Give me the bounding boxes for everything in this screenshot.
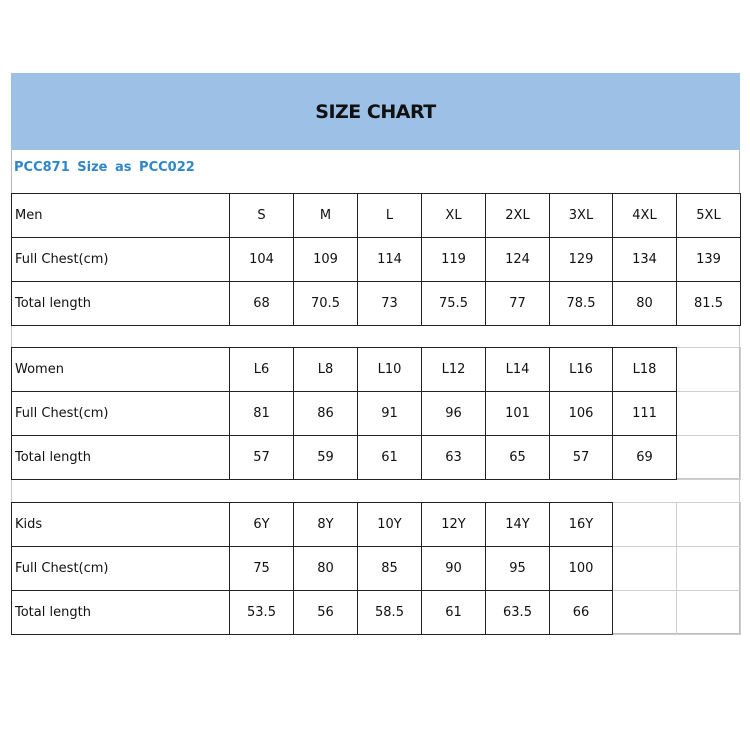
men-cell: 81.5: [676, 281, 741, 326]
kids-cell: 63.5: [485, 590, 550, 635]
empty-cell: [676, 502, 741, 547]
women-cell: L8: [293, 347, 358, 392]
women-cell: 57: [549, 435, 613, 480]
men-cell: 77: [485, 281, 550, 326]
kids-cell: 85: [357, 546, 422, 591]
men-cell: M: [293, 193, 358, 238]
kids-cell: 53.5: [229, 590, 294, 635]
women-cell: 59: [293, 435, 358, 480]
kids-cell: 58.5: [357, 590, 422, 635]
kids-row-label: Kids: [11, 502, 230, 547]
kids-cell: 61: [421, 590, 486, 635]
men-cell: 75.5: [421, 281, 486, 326]
empty-cell: [612, 546, 677, 591]
empty-cell: [612, 502, 677, 547]
men-row-label: Men: [11, 193, 230, 238]
men-cell: 70.5: [293, 281, 358, 326]
men-cell: 119: [421, 237, 486, 282]
kids-cell: 75: [229, 546, 294, 591]
women-cell: 111: [612, 391, 677, 436]
men-cell: 134: [612, 237, 677, 282]
men-cell: 124: [485, 237, 550, 282]
kids-cell: 90: [421, 546, 486, 591]
men-cell: 5XL: [676, 193, 741, 238]
women-cell: 57: [229, 435, 294, 480]
women-cell: L10: [357, 347, 422, 392]
women-cell: 96: [421, 391, 486, 436]
women-cell: 63: [421, 435, 486, 480]
empty-cell: [676, 435, 741, 480]
kids-cell: 95: [485, 546, 550, 591]
women-cell: 81: [229, 391, 294, 436]
women-cell: 106: [549, 391, 613, 436]
men-cell: L: [357, 193, 422, 238]
empty-cell: [676, 590, 741, 635]
women-cell: 61: [357, 435, 422, 480]
women-cell: L18: [612, 347, 677, 392]
men-cell: S: [229, 193, 294, 238]
kids-cell: 12Y: [421, 502, 486, 547]
men-cell: 109: [293, 237, 358, 282]
women-cell: L6: [229, 347, 294, 392]
kids-row-label: Full Chest(cm): [11, 546, 230, 591]
empty-cell: [676, 546, 741, 591]
kids-cell: 10Y: [357, 502, 422, 547]
kids-cell: 66: [549, 590, 613, 635]
women-cell: 91: [357, 391, 422, 436]
women-row-label: Women: [11, 347, 230, 392]
women-row-label: Total length: [11, 435, 230, 480]
women-row-label: Full Chest(cm): [11, 391, 230, 436]
kids-cell: 56: [293, 590, 358, 635]
kids-cell: 8Y: [293, 502, 358, 547]
women-cell: L12: [421, 347, 486, 392]
size-chart-title: SIZE CHART: [11, 73, 740, 150]
men-cell: 73: [357, 281, 422, 326]
size-chart-subtitle: PCC871 Size as PCC022: [14, 160, 195, 175]
empty-cell: [676, 391, 741, 436]
kids-cell: 16Y: [549, 502, 613, 547]
women-cell: 65: [485, 435, 550, 480]
spacer-row: [11, 478, 740, 503]
men-cell: 139: [676, 237, 741, 282]
kids-cell: 80: [293, 546, 358, 591]
kids-row-label: Total length: [11, 590, 230, 635]
men-cell: 68: [229, 281, 294, 326]
men-cell: XL: [421, 193, 486, 238]
kids-cell: 100: [549, 546, 613, 591]
kids-cell: 14Y: [485, 502, 550, 547]
men-cell: 104: [229, 237, 294, 282]
men-cell: 3XL: [549, 193, 613, 238]
men-cell: 78.5: [549, 281, 613, 326]
spacer-row: [11, 323, 740, 348]
women-cell: L14: [485, 347, 550, 392]
empty-cell: [612, 590, 677, 635]
women-cell: 69: [612, 435, 677, 480]
empty-cell: [676, 347, 741, 392]
men-cell: 129: [549, 237, 613, 282]
women-cell: L16: [549, 347, 613, 392]
men-cell: 2XL: [485, 193, 550, 238]
men-row-label: Full Chest(cm): [11, 237, 230, 282]
women-cell: 86: [293, 391, 358, 436]
men-row-label: Total length: [11, 281, 230, 326]
men-cell: 114: [357, 237, 422, 282]
men-cell: 80: [612, 281, 677, 326]
women-cell: 101: [485, 391, 550, 436]
kids-cell: 6Y: [229, 502, 294, 547]
men-cell: 4XL: [612, 193, 677, 238]
